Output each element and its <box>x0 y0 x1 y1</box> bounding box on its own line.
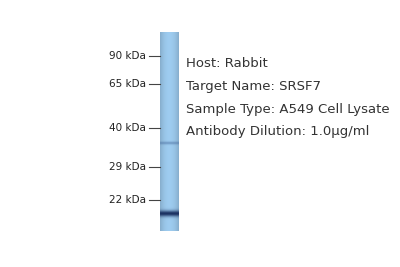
Text: 90 kDa: 90 kDa <box>109 51 146 61</box>
Text: 65 kDa: 65 kDa <box>109 80 146 89</box>
Text: 40 kDa: 40 kDa <box>109 123 146 133</box>
Text: Sample Type: A549 Cell Lysate: Sample Type: A549 Cell Lysate <box>186 103 390 116</box>
Text: Host: Rabbit: Host: Rabbit <box>186 57 268 70</box>
Text: Antibody Dilution: 1.0µg/ml: Antibody Dilution: 1.0µg/ml <box>186 125 370 138</box>
Text: 29 kDa: 29 kDa <box>109 162 146 172</box>
Text: 22 kDa: 22 kDa <box>109 195 146 205</box>
Text: Target Name: SRSF7: Target Name: SRSF7 <box>186 80 322 93</box>
